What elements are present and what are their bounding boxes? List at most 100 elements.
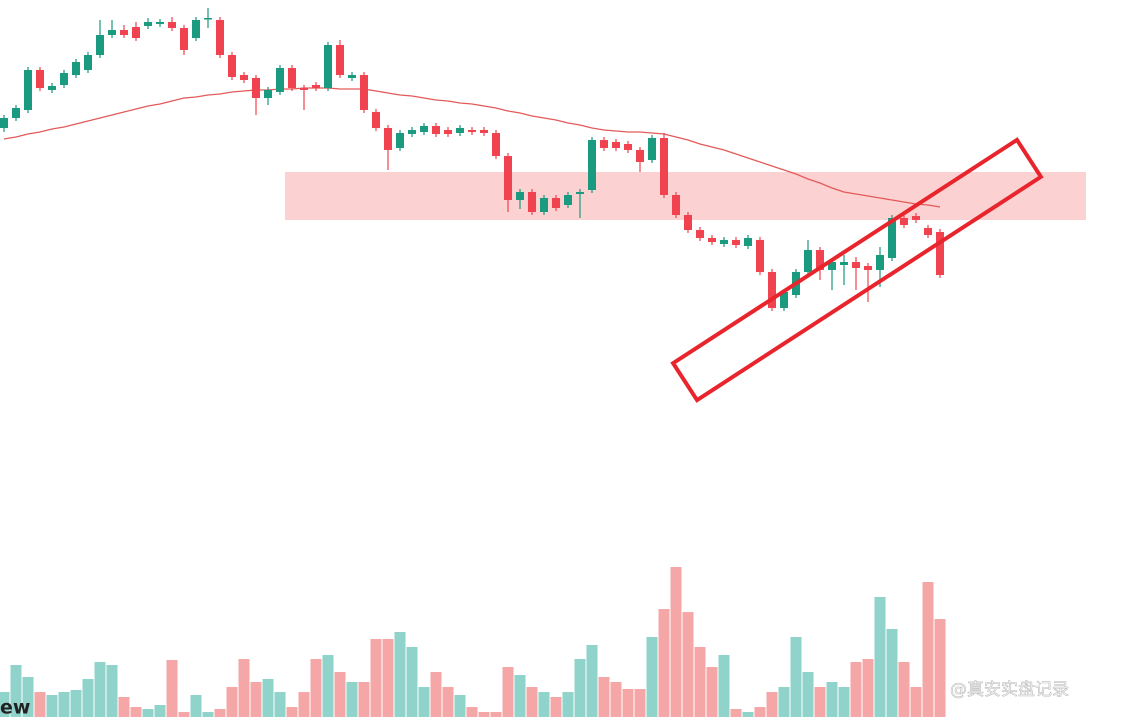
candle-body [552,198,560,208]
volume-bar [58,692,70,717]
candle-body [912,216,920,220]
volume-bar [526,687,538,717]
candle-body [612,142,620,148]
volume-bar [574,659,586,717]
candle-body [684,215,692,230]
candle-body [288,68,296,88]
volume-bar [238,659,250,717]
volume-bar [754,707,766,717]
candle-body [816,250,824,270]
volume-bar [166,660,178,717]
volume-bar [322,655,334,717]
volume-bar [742,712,754,717]
volume-bar [502,667,514,717]
candle-body [420,126,428,132]
volume-bar [406,647,418,717]
volume-bar [286,707,298,717]
volume-bar [10,665,22,717]
volume-bar [814,687,826,717]
volume-bar [790,637,802,717]
volume-bar [646,637,658,717]
candle-body [12,108,20,118]
volume-bar [766,692,778,717]
candle-body [132,27,140,38]
volume-bar [46,695,58,717]
candle-body [240,75,248,80]
volume-bar [346,682,358,717]
volume-bar [466,707,478,717]
candle-body [336,45,344,75]
volume-bar [430,672,442,717]
candle-body [384,128,392,150]
volume-bar [190,695,202,717]
candle-body [372,112,380,128]
brand: ew [0,697,30,717]
volume-bar [178,712,190,717]
volume-bar [514,675,526,717]
volume-bar [454,695,466,717]
candle-body [804,250,812,272]
candle-body [180,28,188,50]
candle-body [900,218,908,225]
volume-bar [334,672,346,717]
candle-body [840,262,848,265]
candle-body [252,78,260,98]
candle-body [876,255,884,270]
volume-bar [586,645,598,717]
volume-bar [250,682,262,717]
candle-body [96,35,104,55]
candle-body [588,140,596,190]
candle-body [168,22,176,28]
candle-body [528,192,536,212]
volume-bar [658,609,670,717]
volume-bar [550,697,562,717]
candle-body [888,218,896,258]
volume-bar [910,687,922,717]
candle-body [492,133,500,156]
volume-bar [106,665,118,717]
candle-body [276,68,284,92]
candle-body [444,130,452,134]
candle-body [672,195,680,215]
volume-bar [298,692,310,717]
candle-body [828,262,836,270]
candle-body [576,192,584,194]
volume-bar [130,707,142,717]
volume-bar [598,677,610,717]
candle-body [432,126,440,134]
candle-body [720,240,728,244]
candle-body [84,55,92,70]
volume-bar [778,687,790,717]
candle-body [228,55,236,77]
volume-bar [610,682,622,717]
candle-body [696,230,704,238]
candle-body [0,118,8,128]
volume-bar [70,690,82,717]
candle-body [348,75,356,78]
candle-body [144,22,152,26]
volume-bar [934,619,946,717]
volume-bar [442,687,454,717]
volume-bar [118,697,130,717]
candle-body [480,130,488,133]
volume-bar [0,692,10,717]
channel-box [670,137,1044,403]
candle-body [564,195,572,205]
resistance-zone [285,172,1086,220]
moving-average [3,87,941,208]
volume-bar [358,682,370,717]
candle-body [192,20,200,38]
volume-bar [850,662,862,717]
candle-body [60,73,68,85]
candle-body [216,20,224,55]
volume-bar [274,692,286,717]
candle-body [708,238,716,242]
candle-body [72,62,80,75]
volume-bar [262,679,274,717]
candle-body [504,156,512,200]
candle-body [540,198,548,212]
candle-body [120,30,128,35]
volume-bar [862,659,874,717]
volume-bar [34,692,46,717]
volume-bar [82,679,94,717]
